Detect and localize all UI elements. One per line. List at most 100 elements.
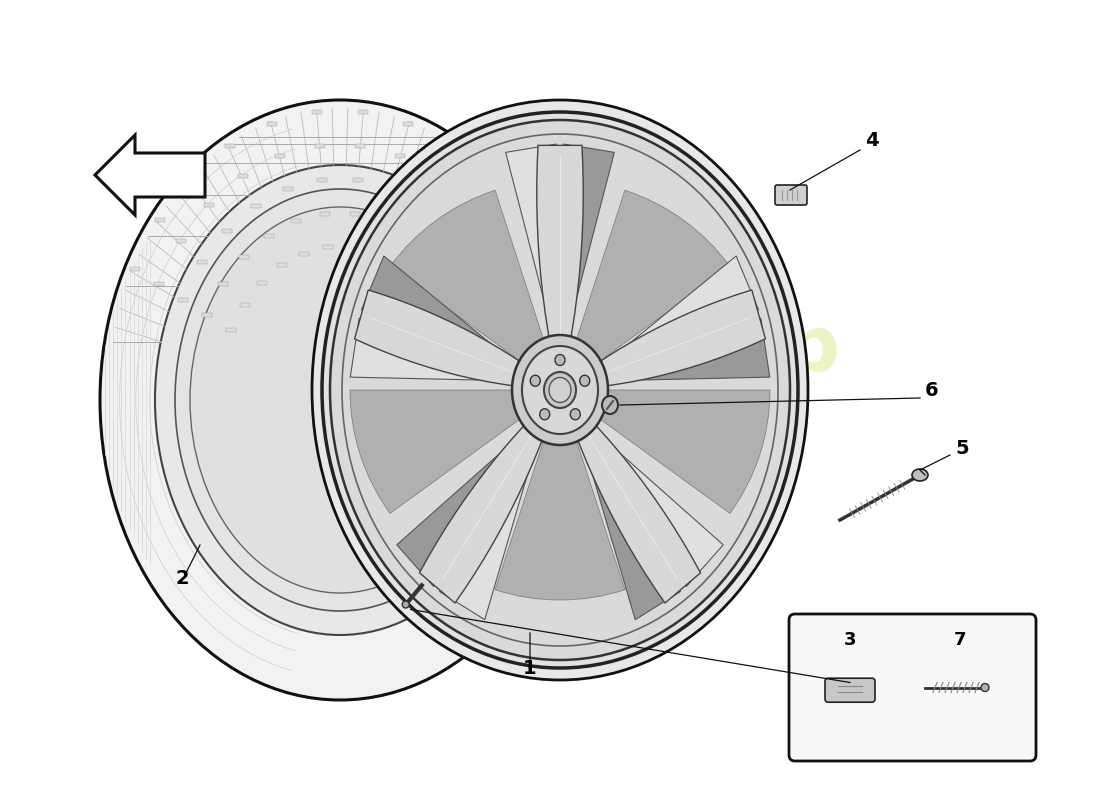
Wedge shape <box>595 390 770 514</box>
Bar <box>240 302 250 306</box>
Bar <box>448 229 459 233</box>
Ellipse shape <box>602 396 618 414</box>
Bar <box>443 329 453 333</box>
Polygon shape <box>397 422 538 586</box>
Wedge shape <box>350 390 525 514</box>
Bar <box>219 282 229 286</box>
Polygon shape <box>592 290 766 387</box>
Ellipse shape <box>190 207 490 593</box>
Text: europ: europ <box>590 313 840 387</box>
Bar <box>256 281 266 285</box>
Ellipse shape <box>512 335 608 445</box>
Ellipse shape <box>175 189 505 611</box>
Bar <box>430 302 440 306</box>
Bar <box>483 177 493 181</box>
Ellipse shape <box>580 375 590 386</box>
Polygon shape <box>440 426 541 620</box>
Bar <box>227 329 236 333</box>
Bar <box>299 251 309 255</box>
Bar <box>155 218 165 222</box>
Ellipse shape <box>981 683 989 691</box>
Bar <box>322 246 333 250</box>
Wedge shape <box>573 190 730 365</box>
Bar <box>131 266 141 270</box>
Bar <box>202 313 212 317</box>
Ellipse shape <box>312 100 808 680</box>
Bar <box>406 234 416 238</box>
Bar <box>312 110 322 114</box>
Bar <box>540 266 550 270</box>
Bar <box>371 251 381 255</box>
Ellipse shape <box>530 375 540 386</box>
Bar <box>403 122 412 126</box>
Text: 2 passion: 2 passion <box>384 477 596 543</box>
Polygon shape <box>596 318 770 381</box>
Text: Ferrari: Ferrari <box>506 388 735 492</box>
Ellipse shape <box>403 601 409 608</box>
Bar <box>222 229 232 233</box>
Wedge shape <box>390 190 547 365</box>
Ellipse shape <box>330 120 790 660</box>
Bar <box>176 239 186 243</box>
Bar <box>516 282 526 286</box>
Ellipse shape <box>100 100 580 700</box>
Wedge shape <box>495 431 625 600</box>
Bar <box>238 174 248 178</box>
Bar <box>318 178 328 182</box>
Polygon shape <box>560 144 615 346</box>
Text: 6: 6 <box>925 381 938 399</box>
Ellipse shape <box>540 409 550 420</box>
Bar <box>468 313 477 317</box>
Bar <box>315 144 324 148</box>
Bar <box>178 298 188 302</box>
Bar <box>197 261 208 265</box>
Bar <box>432 174 442 178</box>
Ellipse shape <box>155 165 525 635</box>
Bar <box>239 254 250 258</box>
Text: 2: 2 <box>175 569 189 587</box>
Bar <box>451 282 462 286</box>
Text: 1: 1 <box>524 658 537 678</box>
Bar <box>473 261 483 265</box>
Bar <box>358 110 367 114</box>
Bar <box>154 282 164 286</box>
Polygon shape <box>506 144 560 346</box>
Ellipse shape <box>912 469 928 481</box>
Bar <box>352 178 363 182</box>
Bar <box>275 154 285 158</box>
Bar <box>419 204 429 208</box>
Bar <box>494 239 504 243</box>
Bar <box>276 263 287 267</box>
FancyBboxPatch shape <box>789 614 1036 761</box>
Polygon shape <box>574 418 701 603</box>
Bar <box>283 186 293 190</box>
Bar <box>348 246 358 250</box>
Bar <box>395 154 405 158</box>
Bar <box>515 218 525 222</box>
FancyBboxPatch shape <box>776 185 807 205</box>
Bar <box>414 281 424 285</box>
Polygon shape <box>579 426 681 620</box>
Bar <box>251 204 261 208</box>
Polygon shape <box>354 290 528 387</box>
Polygon shape <box>595 256 759 376</box>
Bar <box>492 298 502 302</box>
Ellipse shape <box>522 346 598 434</box>
Text: 7: 7 <box>954 631 966 650</box>
Bar <box>350 212 360 216</box>
Polygon shape <box>537 146 583 347</box>
Bar <box>292 219 301 223</box>
Bar <box>387 186 397 190</box>
Ellipse shape <box>570 409 581 420</box>
Ellipse shape <box>549 378 571 402</box>
Bar <box>205 203 214 207</box>
Polygon shape <box>362 256 526 376</box>
Bar <box>187 177 197 181</box>
FancyBboxPatch shape <box>825 678 874 702</box>
Text: 4: 4 <box>866 130 879 150</box>
Bar <box>465 203 475 207</box>
Ellipse shape <box>544 372 576 408</box>
Bar <box>378 219 389 223</box>
Bar <box>431 254 441 258</box>
Bar <box>224 144 235 148</box>
